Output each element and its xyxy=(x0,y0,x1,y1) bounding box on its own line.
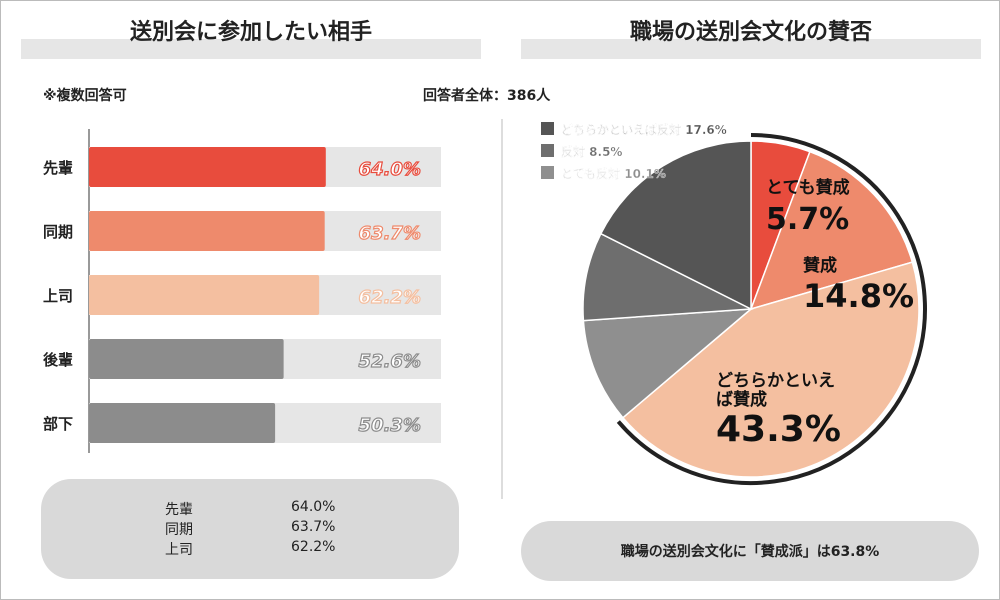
slice-name: 賛成 xyxy=(803,255,837,276)
summary-value: 63.7% xyxy=(291,519,336,535)
legend-swatch xyxy=(541,144,554,157)
bar xyxy=(89,275,320,315)
value-label: 52.6% xyxy=(359,351,421,372)
category-label: 後輩 xyxy=(42,351,73,369)
pie-slice xyxy=(621,261,920,478)
pie-slice xyxy=(599,140,752,311)
legend-label: どちらかといえば反対 17.6% xyxy=(561,122,727,137)
category-label: 先輩 xyxy=(43,159,73,177)
pie-slice xyxy=(582,308,754,419)
value-label: 63.7% xyxy=(359,223,421,244)
multi-answer-note: ※複数回答可 xyxy=(43,88,127,104)
value-label: 62.2% xyxy=(359,287,421,308)
summary-label: 上司 xyxy=(165,542,193,558)
legend-label: とても反対 10.1% xyxy=(561,166,666,181)
bar xyxy=(89,147,326,187)
left-summary-box: 先輩 64.0% 同期 63.7% 上司 62.2% xyxy=(41,479,459,579)
bar xyxy=(89,211,325,251)
value-label: 64.0% xyxy=(359,159,421,180)
right-title: 職場の送別会文化の賛否 xyxy=(521,13,981,59)
pie-slice xyxy=(749,150,914,311)
legend-label: 反対 8.5% xyxy=(561,144,622,159)
summary-label: 同期 xyxy=(165,522,193,538)
slice-value: 5.7% xyxy=(766,202,849,237)
bar-chart: 先輩 64.0% 同期 63.7% 上司 62.2% 後輩 52.6% 部下 50.3% xyxy=(42,129,441,453)
slice-name: ば賛成 xyxy=(716,389,767,410)
bar xyxy=(89,339,284,379)
bar xyxy=(89,403,276,443)
summary-label: 先輩 xyxy=(165,502,193,518)
legend-swatch xyxy=(541,122,554,135)
category-label: 上司 xyxy=(43,287,73,305)
approval-arc xyxy=(616,133,927,485)
slice-value: 43.3% xyxy=(716,409,841,450)
summary-value: 64.0% xyxy=(291,499,336,515)
slice-value: 14.8% xyxy=(803,277,914,315)
category-label: 同期 xyxy=(43,223,73,241)
value-label: 50.3% xyxy=(359,415,421,436)
summary-value: 62.2% xyxy=(291,539,336,555)
slice-name: どちらかといえ xyxy=(716,371,835,391)
respondents-count: 回答者全体：386人 xyxy=(423,88,551,104)
legend-swatch xyxy=(541,166,554,179)
divider xyxy=(501,119,503,499)
category-label: 部下 xyxy=(43,415,73,433)
left-title: 送別会に参加したい相手 xyxy=(21,13,481,59)
pie-slice xyxy=(582,232,754,322)
right-summary-box: 職場の送別会文化に「賛成派」は63.8% xyxy=(521,521,979,581)
slice-name: とても賛成 xyxy=(766,177,850,198)
summary-text: 職場の送別会文化に「賛成派」は63.8% xyxy=(620,544,880,560)
